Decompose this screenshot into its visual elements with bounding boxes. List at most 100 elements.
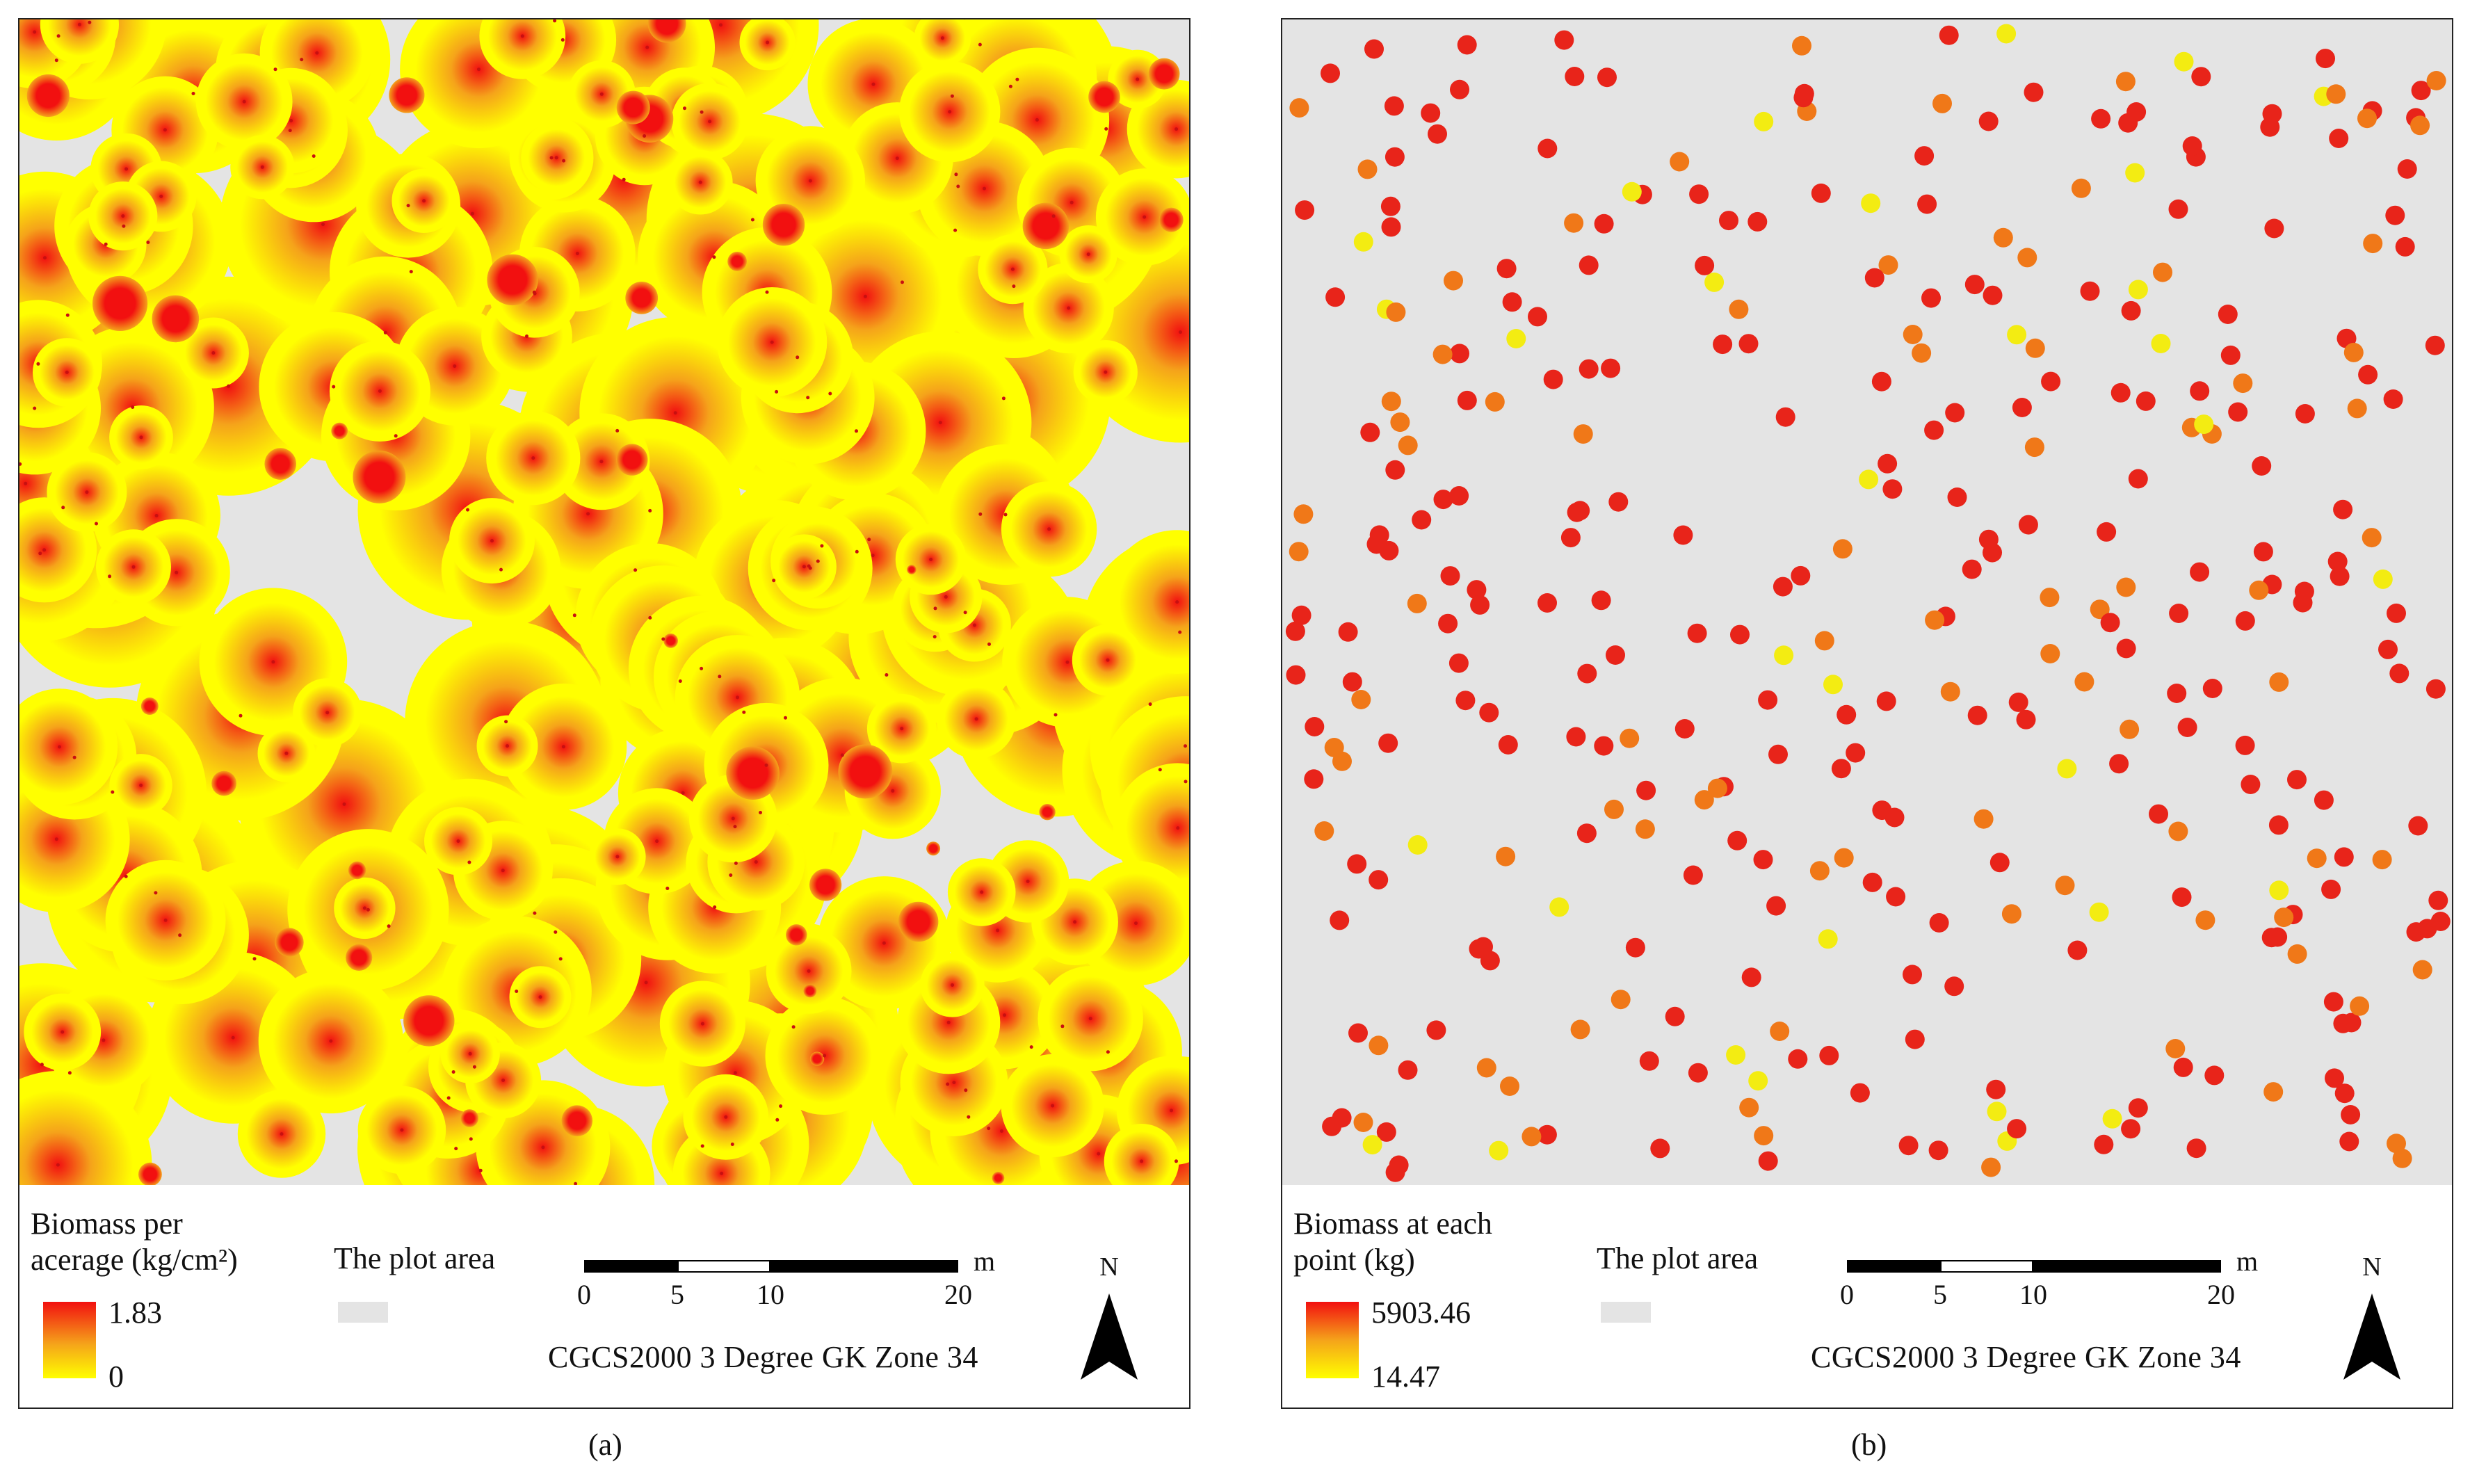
tree-location [499, 567, 503, 572]
density-core [561, 1105, 593, 1136]
scale-segment [1940, 1260, 2033, 1273]
tree-location [72, 755, 76, 759]
density-blob [479, 19, 566, 79]
biomass-point [2269, 880, 2289, 901]
biomass-point [1457, 390, 1477, 410]
point-map [1281, 18, 2453, 1186]
biomass-point [1385, 147, 1405, 167]
north-arrow-icon [1081, 1293, 1138, 1380]
biomass-point [1973, 809, 1994, 829]
biomass-point [1882, 479, 1903, 499]
tree-location [227, 384, 231, 388]
tree-location [1001, 396, 1006, 401]
biomass-point [2339, 1131, 2359, 1152]
biomass-point [1912, 343, 1932, 363]
tree-location [478, 1168, 483, 1172]
biomass-point [1834, 848, 1854, 868]
biomass-point [1489, 1140, 1509, 1161]
biomass-point [1713, 334, 1733, 355]
tree-location [779, 1104, 783, 1108]
ramp-min-label: 0 [108, 1360, 124, 1394]
biomass-point [1407, 593, 1427, 613]
tree-location [65, 370, 69, 374]
biomass-point [1506, 329, 1526, 348]
density-core [809, 1051, 825, 1066]
tree-location [766, 40, 770, 45]
tree-location [700, 666, 704, 670]
biomass-point [1989, 853, 2010, 873]
tree-location [60, 1030, 65, 1034]
biomass-point [1467, 580, 1487, 600]
tree-location [1158, 768, 1162, 772]
tree-location [871, 554, 875, 558]
tree-location [159, 194, 163, 198]
density-core [663, 634, 678, 648]
plot-area-swatch [1601, 1302, 1651, 1323]
biomass-point [1566, 727, 1586, 747]
tree-location [88, 20, 92, 24]
biomass-point [2410, 115, 2430, 136]
biomass-point [2397, 159, 2417, 179]
plot-area-label: The plot area [334, 1241, 496, 1275]
tree-location [273, 67, 277, 72]
tree-location [615, 428, 620, 433]
tree-location [718, 675, 722, 679]
tree-location [260, 165, 264, 169]
tree-location [38, 551, 42, 556]
biomass-point [1727, 830, 1747, 850]
tree-location [586, 512, 590, 516]
biomass-point [1455, 691, 1476, 711]
biomass-point [1521, 1127, 1542, 1147]
tree-location [531, 456, 535, 460]
biomass-point [2100, 613, 2120, 633]
biomass-point [1944, 976, 1964, 997]
tree-location [124, 167, 129, 171]
biomass-point [2395, 236, 2415, 257]
biomass-point [1449, 486, 1469, 506]
tree-location [940, 36, 944, 40]
biomass-point [1496, 259, 1517, 279]
tree-location [1086, 252, 1090, 257]
biomass-point [1773, 576, 1793, 597]
biomass-point [1837, 704, 1857, 725]
tree-location [1010, 267, 1015, 271]
biomass-point [1496, 846, 1516, 866]
tree-location [796, 355, 800, 360]
tree-location [713, 905, 717, 909]
biomass-point [1332, 1108, 1352, 1128]
biomass-point [1325, 287, 1346, 307]
biomass-point [2341, 1105, 2361, 1124]
tree-location [946, 1082, 950, 1086]
biomass-point [1768, 744, 1788, 764]
tree-location [599, 460, 604, 464]
biomass-point [1289, 98, 1309, 118]
density-core [726, 746, 780, 800]
tree-location [775, 389, 779, 394]
tree-location [242, 99, 246, 104]
tree-location [1067, 306, 1071, 310]
density-core [348, 861, 366, 880]
map-panel-b: Biomass at each point (kg) 5903.46 14.47… [1281, 18, 2453, 1410]
tree-location [840, 753, 844, 757]
biomass-point [2172, 887, 2192, 908]
tree-location [1106, 658, 1110, 662]
scale-segment [770, 1260, 958, 1273]
biomass-point [1498, 735, 1518, 755]
tree-location [554, 156, 558, 160]
biomass-point [1878, 255, 1898, 275]
biomass-point [2295, 404, 2315, 424]
biomass-point [1983, 542, 2002, 563]
tree-location [501, 869, 505, 873]
tree-location [383, 330, 387, 334]
biomass-point [1620, 728, 1640, 748]
biomass-point [1432, 344, 1453, 364]
density-core [898, 901, 939, 942]
tree-location [678, 679, 682, 683]
biomass-point [2326, 84, 2346, 104]
density-blob [40, 19, 119, 64]
tree-location [816, 559, 820, 563]
tree-location [121, 214, 125, 218]
tree-location [54, 837, 58, 841]
scale-segment [584, 1260, 677, 1273]
tree-location [599, 92, 604, 96]
